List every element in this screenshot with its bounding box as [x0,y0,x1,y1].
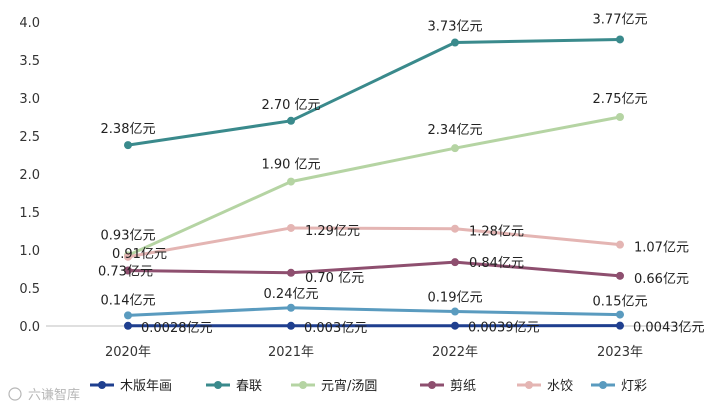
data-point [451,258,459,267]
data-label: 1.28亿元 [469,225,524,240]
watermark-text: 六谦智库 [28,387,80,403]
x-tick-label: 2021年 [268,345,314,360]
data-point [124,252,132,261]
data-label: 1.07亿元 [634,241,689,256]
data-point [616,113,624,121]
data-label: 0.70 亿元 [305,271,364,286]
watermark: 六谦智库 [8,387,80,403]
series-line [127,37,621,147]
data-point [616,240,624,249]
data-point [124,266,132,275]
x-tick-label: 2020年 [105,345,151,360]
data-label: 3.73亿元 [428,20,483,35]
data-label: 0.15亿元 [593,295,648,310]
data-label: 0.66亿元 [634,272,689,287]
legend-label: 水饺 [547,379,573,394]
y-tick-label: 2.5 [19,130,40,145]
data-point [616,321,624,330]
axes: 0.0 0.5 1.0 1.5 2.0 2.5 3.0 3.5 4.0 2020年 2021年 202… [19,16,700,360]
y-tick-label: 0.0 [19,320,40,335]
data-point [451,224,459,233]
data-label: 2.75亿元 [593,92,648,107]
y-tick-label: 1.5 [19,206,40,221]
data-label: 0.0028亿元 [141,321,213,336]
data-label: 0.19亿元 [428,291,483,306]
data-label: 1.90 亿元 [261,158,320,173]
data-label: 2.70 亿元 [261,98,320,113]
data-point [287,116,295,125]
series-lines [124,35,624,330]
data-point [124,141,132,150]
legend-label: 木版年画 [120,379,172,394]
legend-swatch-marker [214,381,222,389]
data-label: 0.91亿元 [112,247,167,262]
data-labels: 0.0028亿元 0.003亿元 0.0039亿元 0.0043亿元 2.38亿元 2.7… [98,12,705,335]
legend: 木版年画 春联 元宵/汤圆 剪纸 水饺 灯彩 [90,378,647,394]
data-label: 0.0043亿元 [633,321,705,336]
legend-swatch-marker [428,381,436,389]
legend-label: 剪纸 [450,378,476,394]
data-point [287,177,295,186]
legend-label: 元宵/汤圆 [321,378,377,394]
data-point [287,303,295,312]
data-label: 0.003亿元 [304,321,367,336]
legend-swatch-marker [299,381,307,389]
data-point [451,307,459,316]
series-line [127,260,621,278]
x-tick-label: 2022年 [432,345,478,360]
x-tick-label: 2023年 [597,345,643,360]
data-label: 2.38亿元 [101,122,156,137]
y-tick-label: 3.5 [19,54,40,69]
y-tick-label: 0.5 [19,282,40,297]
watermark-logo-icon [8,387,22,401]
data-point [616,271,624,280]
legend-swatch-marker [98,381,106,389]
legend-swatch-marker [525,381,533,389]
data-label: 0.93亿元 [101,228,156,243]
data-label: 0.24亿元 [264,287,319,302]
series-line [127,226,621,259]
data-point [287,268,295,277]
data-label: 0.84亿元 [469,256,524,271]
data-point [616,310,624,319]
data-label: 0.73亿元 [98,265,153,280]
legend-label: 春联 [236,379,262,394]
legend-label: 灯彩 [621,379,647,394]
data-point [287,223,295,232]
data-point [451,38,459,47]
legend-swatch-marker [599,381,607,389]
data-label: 0.14亿元 [101,293,156,308]
data-point [287,321,295,330]
data-point [616,35,624,44]
y-tick-label: 4.0 [19,16,40,31]
data-label: 1.29亿元 [305,224,360,239]
y-tick-label: 2.0 [19,168,40,183]
data-point [451,144,459,153]
y-tick-label: 3.0 [19,92,40,107]
series-line [127,306,621,317]
y-tick-label: 1.0 [19,244,40,259]
data-point [124,321,132,330]
data-label: 0.0039亿元 [468,321,540,336]
data-point [451,321,459,330]
data-point [124,311,132,320]
data-label: 3.77亿元 [593,12,648,27]
data-label: 2.34亿元 [428,123,483,138]
series-line [127,115,621,257]
